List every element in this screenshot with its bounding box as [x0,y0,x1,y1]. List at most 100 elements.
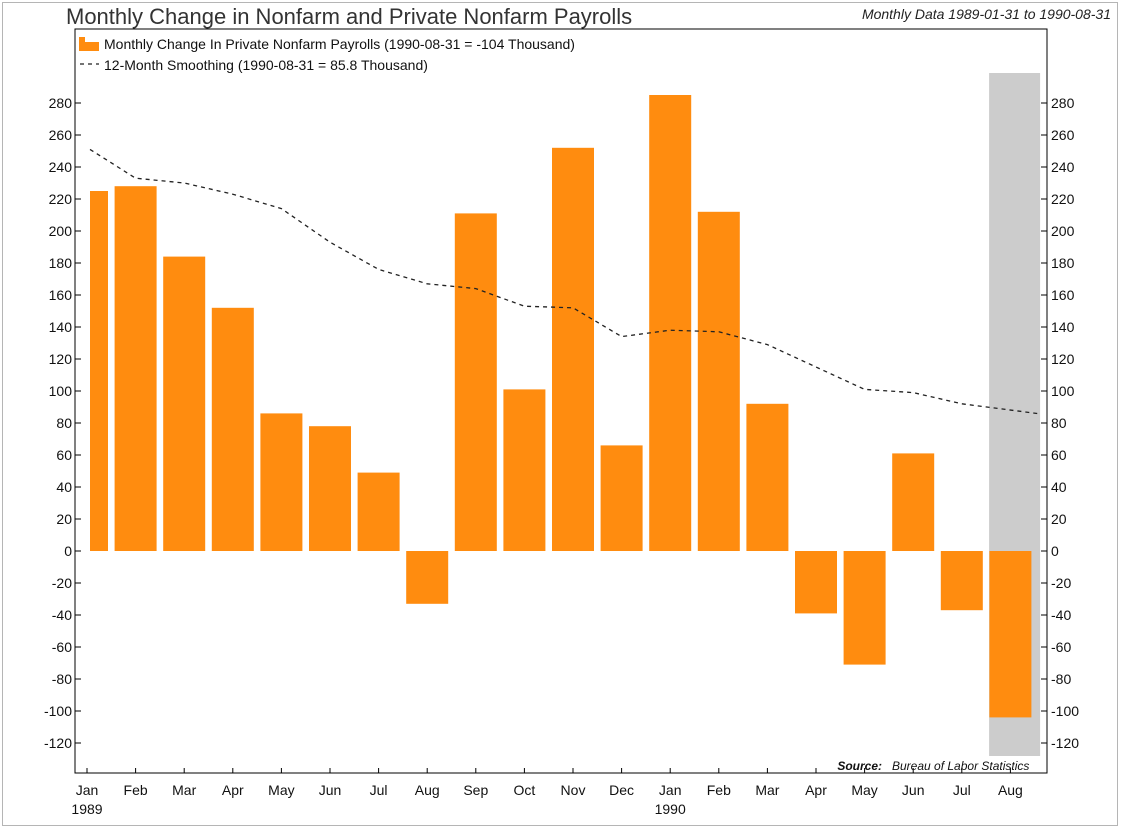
bar-may-16 [843,551,886,665]
ytick-label-left: 280 [49,95,73,111]
ytick-label-right: -80 [1051,671,1071,687]
bar-apr-15 [795,551,837,614]
xtick-label: Dec [609,782,634,798]
bar-mar-14 [746,403,789,551]
xtick-label: Aug [415,782,440,798]
year-label: 1989 [71,801,102,817]
smoothing-line [89,148,1040,415]
bar-jan-0 [90,191,108,551]
xtick-label: Jan [659,782,682,798]
ytick-label-right: 280 [1051,95,1075,111]
ytick-label-right: 140 [1051,319,1075,335]
ytick-label-right: 200 [1051,223,1075,239]
bar-nov-10 [552,147,594,552]
ytick-label-right: 60 [1051,447,1067,463]
xtick-label: Mar [755,782,779,798]
smoothing-line-layer [89,148,1040,415]
xtick-label: Jun [319,782,342,798]
xtick-label: Sep [463,782,488,798]
plot-border [74,28,1048,774]
ytick-label-right: 100 [1051,383,1075,399]
ytick-label-right: 0 [1051,543,1059,559]
xtick-label: May [851,782,877,798]
ytick-label-left: 160 [49,287,73,303]
bar-jul-18 [940,551,983,611]
ytick-label-left: 260 [49,127,73,143]
ytick-label-left: 240 [49,159,73,175]
year-label: 1990 [655,801,686,817]
ytick-label-right: 40 [1051,479,1067,495]
xtick-label: Jun [902,782,925,798]
ytick-label-left: -100 [44,703,72,719]
xtick-label: Feb [124,782,148,798]
bar-aug-19 [989,551,1032,718]
ytick-label-right: 20 [1051,511,1067,527]
bar-jan-12 [649,95,692,551]
bar-sep-8 [454,213,497,551]
bar-may-4 [260,413,303,551]
ytick-label-left: 120 [49,351,73,367]
xtick-label: Jan [76,782,99,798]
bar-jun-5 [309,426,351,551]
ytick-label-right: 160 [1051,287,1075,303]
ytick-label-left: -40 [52,607,72,623]
ytick-label-right: 220 [1051,191,1075,207]
ytick-label-left: 180 [49,255,73,271]
ytick-label-right: 180 [1051,255,1075,271]
ytick-label-right: 260 [1051,127,1075,143]
ytick-label-right: 120 [1051,351,1075,367]
bar-jun-17 [892,453,935,551]
xtick-label: May [268,782,294,798]
bar-mar-2 [163,256,206,551]
bar-feb-1 [114,186,157,551]
bar-jul-6 [357,472,400,551]
ytick-label-left: 40 [56,479,72,495]
source-text: Bureau of Labor Statistics [892,759,1029,773]
ytick-label-left: -20 [52,575,72,591]
bar-apr-3 [211,307,254,551]
xtick-label: Mar [172,782,196,798]
ytick-label-left: -60 [52,639,72,655]
ytick-label-right: 80 [1051,415,1067,431]
ytick-label-left: 140 [49,319,73,335]
ytick-label-right: -20 [1051,575,1071,591]
ytick-label-right: 240 [1051,159,1075,175]
bar-dec-11 [600,445,643,551]
ytick-label-left: 60 [56,447,72,463]
legend-bar-icon [79,37,99,51]
ytick-label-right: -100 [1051,703,1079,719]
ytick-label-left: -80 [52,671,72,687]
bar-feb-13 [697,211,740,552]
ytick-label-left: -120 [44,735,72,751]
bars-layer [90,95,1032,718]
bar-aug-7 [406,551,449,604]
xtick-label: Apr [222,782,244,798]
xtick-label: Feb [707,782,731,798]
xtick-label: Jul [370,782,388,798]
chart-subtitle: Monthly Data 1989-01-31 to 1990-08-31 [861,6,1111,22]
ytick-label-left: 20 [56,511,72,527]
xtick-label: Oct [514,782,536,798]
xtick-label: Apr [805,782,827,798]
source-label: Source: [837,759,882,773]
ytick-label-left: 220 [49,191,73,207]
legend: Monthly Change In Private Nonfarm Payrol… [79,36,575,73]
xtick-label: Aug [998,782,1023,798]
bar-oct-9 [503,389,546,551]
chart-title: Monthly Change in Nonfarm and Private No… [66,4,633,29]
ytick-label-right: -40 [1051,607,1071,623]
ytick-label-left: 100 [49,383,73,399]
ytick-label-left: 80 [56,415,72,431]
ytick-label-left: 0 [64,543,72,559]
xtick-label: Nov [561,782,586,798]
ytick-label-right: -60 [1051,639,1071,655]
xtick-label: Jul [953,782,971,798]
legend-line-label: 12-Month Smoothing (1990-08-31 = 85.8 Th… [104,57,428,73]
source-note: Source: Bureau of Labor Statistics [837,759,1029,773]
legend-bar-label: Monthly Change In Private Nonfarm Payrol… [104,36,575,52]
ytick-label-right: -120 [1051,735,1079,751]
ytick-label-left: 200 [49,223,73,239]
